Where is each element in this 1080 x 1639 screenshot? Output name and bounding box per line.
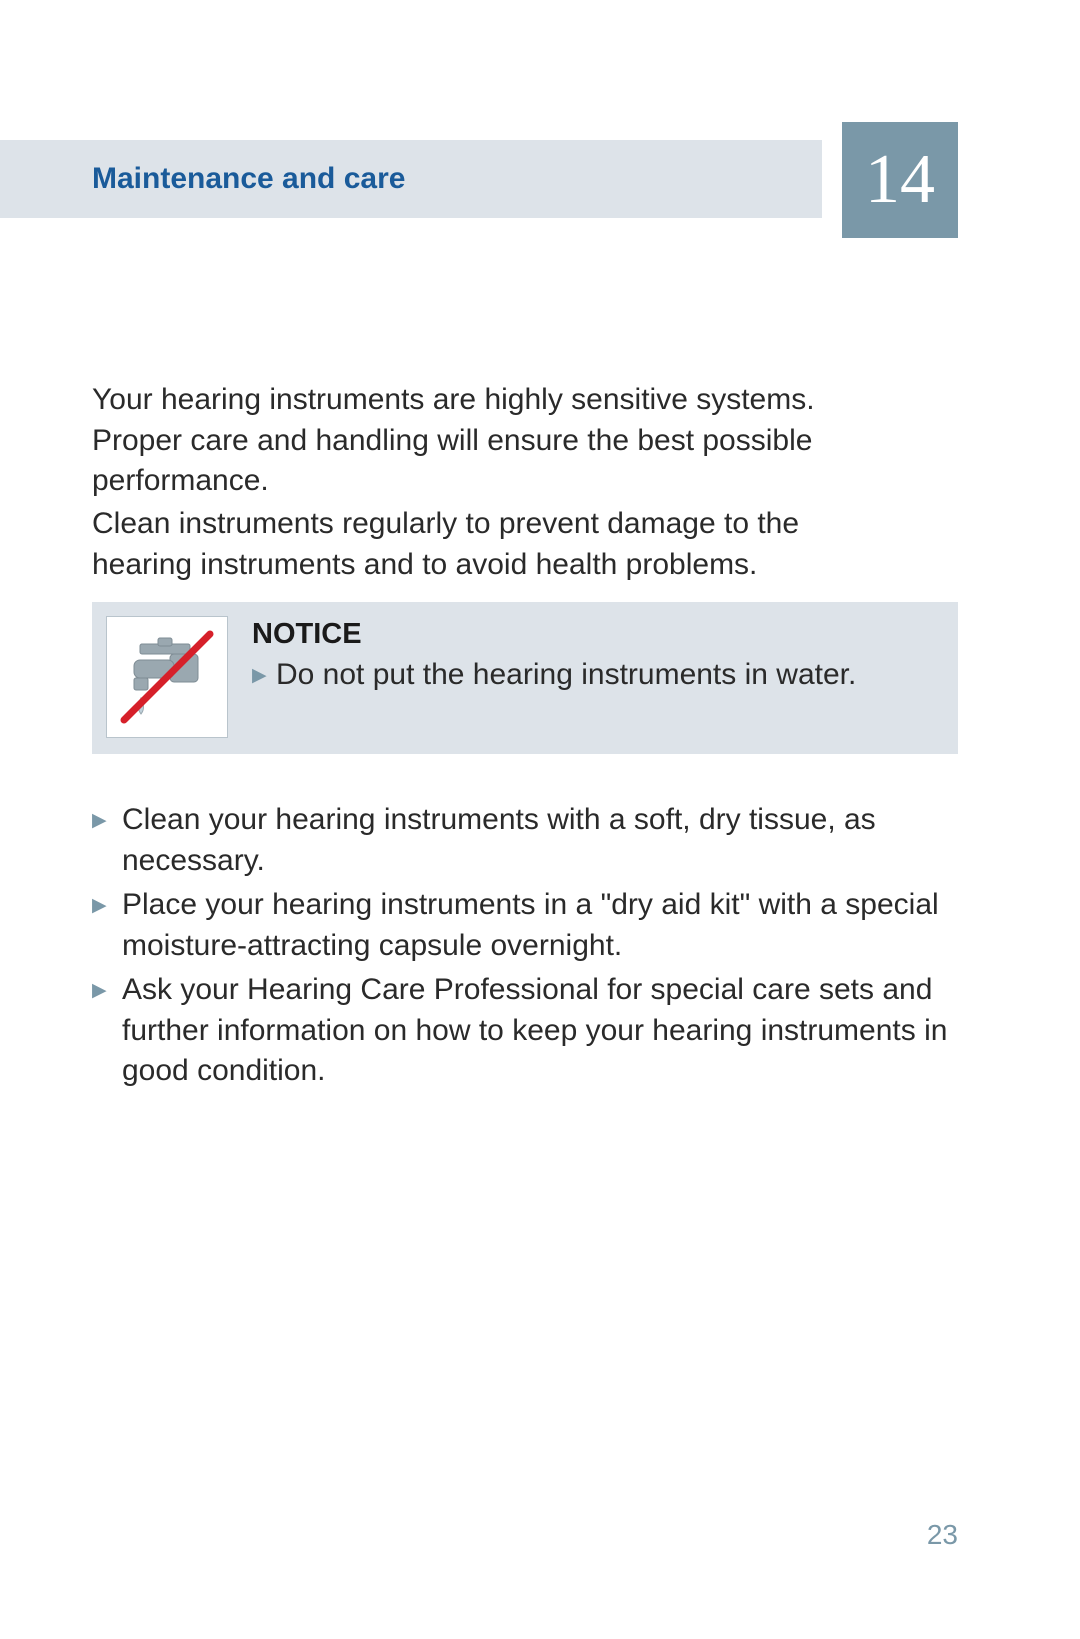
bullet-arrow-icon: ▶ — [92, 893, 107, 919]
section-header-bar: Maintenance and care — [0, 140, 822, 218]
no-water-icon — [106, 616, 228, 738]
notice-bullet: ▶ Do not put the hearing instruments in … — [252, 655, 856, 696]
notice-heading: NOTICE — [252, 618, 856, 651]
list-item-text: Clean your hearing instruments with a so… — [122, 803, 876, 877]
bullet-arrow-icon: ▶ — [92, 978, 107, 1004]
instruction-list: ▶ Clean your hearing instruments with a … — [92, 800, 962, 1096]
bullet-arrow-icon: ▶ — [92, 808, 107, 834]
intro-paragraph-2: Clean instruments regularly to prevent d… — [92, 504, 892, 585]
list-item: ▶ Clean your hearing instruments with a … — [92, 800, 962, 881]
notice-text-column: NOTICE ▶ Do not put the hearing instrume… — [228, 616, 856, 696]
intro-paragraph-1: Your hearing instruments are highly sens… — [92, 380, 892, 502]
notice-box: NOTICE ▶ Do not put the hearing instrume… — [92, 602, 958, 754]
chapter-number-box: 14 — [842, 122, 958, 238]
list-item-text: Ask your Hearing Care Professional for s… — [122, 973, 947, 1087]
list-item: ▶ Place your hearing instruments in a "d… — [92, 885, 962, 966]
page-number: 23 — [927, 1519, 958, 1551]
chapter-number: 14 — [865, 140, 935, 220]
bullet-arrow-icon: ▶ — [252, 663, 267, 689]
section-title: Maintenance and care — [92, 162, 405, 196]
list-item-text: Place your hearing instruments in a "dry… — [122, 888, 939, 962]
list-item: ▶ Ask your Hearing Care Professional for… — [92, 970, 962, 1092]
notice-text: Do not put the hearing instruments in wa… — [276, 658, 856, 691]
